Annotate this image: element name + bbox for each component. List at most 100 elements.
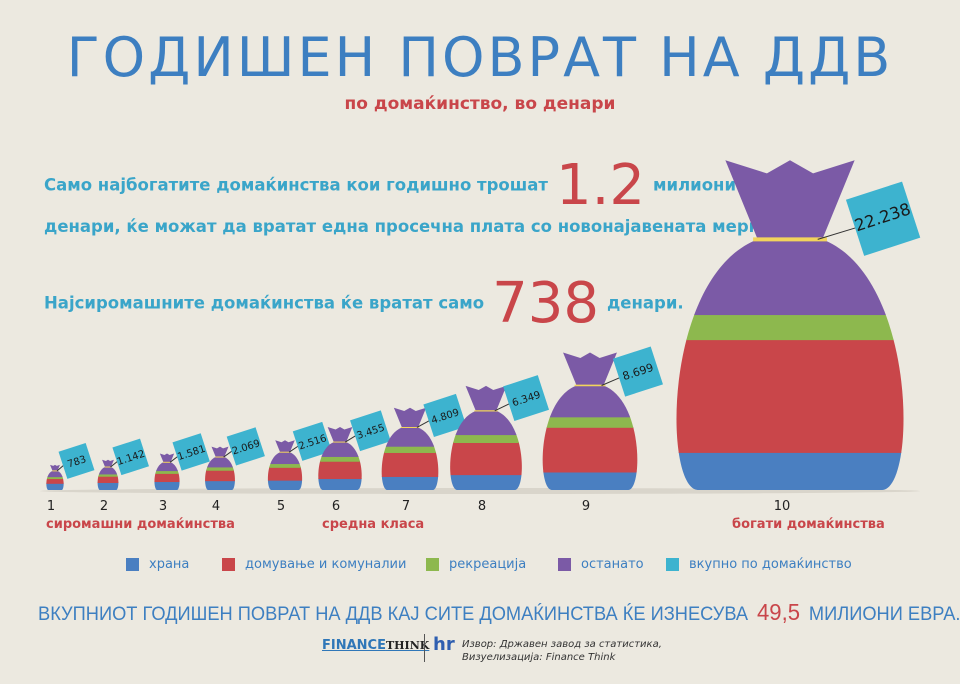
bag-1: 783	[46, 442, 95, 490]
page-title: ГОДИШЕН ПОВРАТ НА ДДВ	[66, 26, 894, 89]
fact-number: 1.2	[555, 153, 646, 218]
bag-8: 6.349	[450, 375, 550, 490]
bag-stripe	[46, 476, 64, 480]
bag-stripe	[97, 473, 119, 477]
legend-label: вкупно по домаќинство	[689, 557, 852, 572]
tag-string	[494, 403, 510, 412]
swatch-total	[666, 558, 679, 571]
x-tick-label: 2	[100, 499, 108, 514]
bag-stripe	[318, 478, 362, 490]
bag-stripe	[676, 339, 904, 453]
bag-top	[211, 446, 229, 458]
fact-text: денари, ќе можат да вратат една просечна…	[44, 217, 778, 236]
group-label-middle: средна класа	[322, 517, 425, 532]
swatch-housing	[222, 558, 235, 571]
value-tag	[612, 346, 663, 397]
bag-top	[725, 160, 855, 240]
x-tick-label: 5	[277, 499, 285, 514]
bag-stripe	[450, 442, 522, 476]
fact-text: денари.	[606, 293, 684, 313]
tag-string	[223, 450, 233, 458]
bag-10: 22.238	[676, 160, 921, 490]
bag-stripe	[154, 472, 180, 483]
legend-item: останато	[558, 557, 644, 572]
source-note: Извор: Државен завод за статистика, Визу…	[462, 638, 662, 664]
total-statement: ВКУПНИОТ ГОДИШЕН ПОВРАТ НА ДДВ КАЈ СИТЕ …	[38, 598, 960, 629]
bag-stripe	[97, 467, 119, 475]
tag-string	[110, 460, 118, 468]
legend-item: храна	[126, 557, 189, 572]
tag-string	[416, 420, 430, 428]
bag-7: 4.809	[381, 393, 467, 490]
subtitle: по домаќинство, во денари	[344, 94, 616, 114]
bag-top	[465, 385, 507, 411]
bag-stripe	[46, 470, 64, 478]
group-label-poor: сиромашни домаќинства	[46, 517, 235, 532]
bag-stripe	[450, 434, 522, 444]
value-tag	[292, 421, 332, 461]
logo-text: THINK	[385, 639, 430, 652]
value-tag	[172, 433, 210, 471]
x-tick-label: 9	[582, 499, 590, 514]
bag-stripe	[154, 481, 180, 490]
swatch-recreation	[426, 558, 439, 571]
bag-stripe	[381, 427, 439, 447]
bag-top	[50, 464, 60, 471]
value-tag	[350, 410, 391, 452]
bag-stripe	[97, 475, 119, 483]
bag-top	[275, 440, 295, 453]
value-tag	[112, 438, 149, 476]
tag-string	[601, 377, 621, 386]
bag-stripe	[205, 480, 235, 490]
bag-stripe	[318, 455, 362, 462]
bag-stripe	[318, 460, 362, 480]
bag-top	[327, 426, 353, 443]
financethink-logo: FINANCETHINK	[322, 638, 429, 653]
fact-text: Само најбогатите домаќинства кои годишно…	[44, 175, 548, 195]
bag-stripe	[676, 239, 904, 316]
bag-stripe	[676, 314, 904, 341]
bag-stripe	[205, 469, 235, 482]
fact-richest: Само најбогатите домаќинства кои годишно…	[44, 158, 777, 240]
legend-label: останато	[581, 557, 644, 572]
logo-text: FINANCE	[322, 638, 386, 653]
bag-stripe	[267, 463, 303, 468]
total-text: ВКУПНИОТ ГОДИШЕН ПОВРАТ НА ДДВ КАЈ СИТЕ …	[38, 604, 749, 625]
bag-stripe	[205, 466, 235, 471]
bag-stripe	[542, 471, 638, 490]
bag-stripe	[381, 445, 439, 453]
x-tick-label: 3	[159, 499, 167, 514]
bag-5: 2.516	[267, 421, 332, 490]
legend-label: рекреација	[449, 557, 527, 572]
value-tag	[845, 181, 921, 256]
legend-item: домување и комуналии	[222, 557, 406, 572]
x-tick-label: 10	[774, 499, 791, 514]
tag-string	[169, 455, 179, 463]
bag-top	[159, 453, 175, 463]
bag-2: 1.142	[97, 438, 149, 490]
bag-6: 3.455	[318, 410, 391, 490]
x-tick-label: 6	[332, 499, 340, 514]
bag-stripe	[267, 466, 303, 481]
hr-logo: hr	[424, 634, 455, 662]
group-label-rich: богати домаќинства	[732, 517, 885, 532]
swatch-food	[126, 558, 139, 571]
source-text: Извор: Државен завод за статистика,	[462, 639, 662, 650]
total-text: МИЛИОНИ ЕВРА.	[808, 604, 960, 625]
fact-poorest: Најсиромашните домаќинства ќе вратат сам…	[44, 276, 684, 332]
bag-stripe	[205, 457, 235, 468]
value-tag	[226, 427, 265, 466]
total-number: 49,5	[756, 599, 801, 625]
legend-label: храна	[149, 557, 190, 572]
bag-stripe	[450, 474, 522, 490]
bag-stripe	[267, 452, 303, 465]
bag-stripe	[154, 462, 180, 472]
value-tag	[503, 375, 550, 422]
bag-stripe	[97, 481, 119, 490]
fact-text: Најсиромашните домаќинства ќе вратат сам…	[44, 293, 485, 313]
bag-9: 8.699	[542, 346, 663, 490]
tag-string	[288, 445, 299, 453]
fact-text: милиони	[653, 175, 737, 195]
bag-stripe	[267, 479, 303, 490]
x-tick-label: 4	[212, 499, 220, 514]
